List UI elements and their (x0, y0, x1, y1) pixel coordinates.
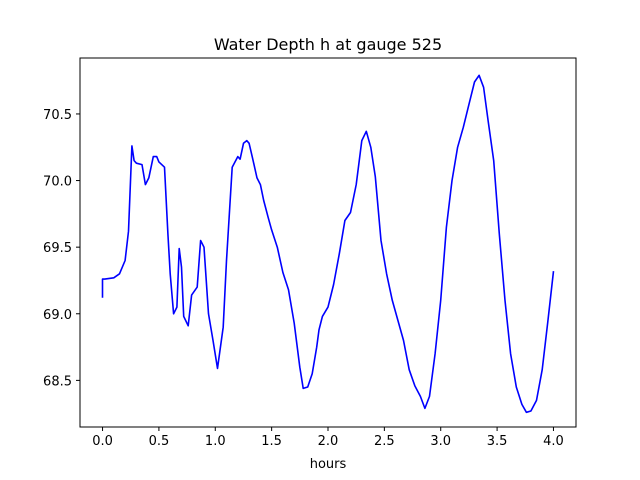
x-tick-label: 0.5 (149, 434, 170, 449)
y-tick-label: 70.5 (43, 108, 72, 123)
x-tick-label: 2.0 (318, 434, 339, 449)
chart-title: Water Depth h at gauge 525 (214, 35, 442, 54)
series-layer (101, 74, 555, 414)
series-line (101, 74, 555, 414)
x-tick-label: 1.0 (205, 434, 226, 449)
y-tick-label: 69.5 (43, 241, 72, 256)
y-axis: 68.5 69.0 69.5 70.0 70.5 (43, 108, 80, 389)
x-tick-label: 0.0 (92, 434, 113, 449)
plot-background (80, 58, 576, 427)
x-tick-label: 4.0 (543, 434, 564, 449)
x-tick-label: 2.5 (374, 434, 395, 449)
y-tick-label: 69.0 (43, 308, 72, 323)
x-axis-label: hours (310, 457, 347, 472)
y-tick-label: 68.5 (43, 374, 72, 389)
x-axis: 0.0 0.5 1.0 1.5 2.0 2.5 3.0 3.5 4.0 (92, 427, 564, 449)
x-tick-label: 1.5 (261, 434, 282, 449)
x-tick-label: 3.0 (430, 434, 451, 449)
x-tick-label: 3.5 (487, 434, 508, 449)
y-tick-label: 70.0 (43, 175, 72, 190)
